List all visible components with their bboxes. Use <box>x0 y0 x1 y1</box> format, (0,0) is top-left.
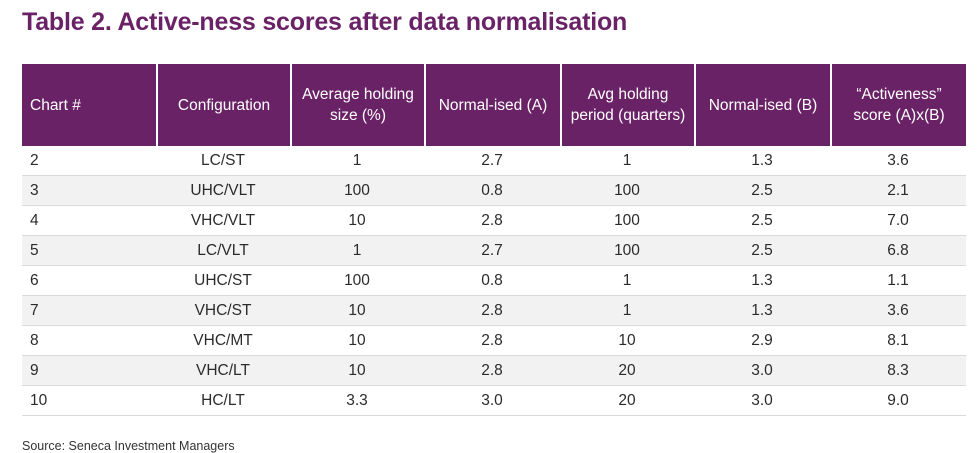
cell-normalised-a: 2.7 <box>424 236 560 266</box>
header-activeness-score: “Activeness” score (A)x(B) <box>830 64 966 146</box>
cell-activeness-score: 8.1 <box>830 326 966 356</box>
table-row: 4 VHC/VLT 10 2.8 100 2.5 7.0 <box>22 206 966 236</box>
cell-chart-number: 10 <box>22 386 156 416</box>
cell-avg-holding-period: 1 <box>560 266 694 296</box>
cell-avg-holding-size: 1 <box>290 146 424 176</box>
cell-avg-holding-period: 10 <box>560 326 694 356</box>
table-row: 9 VHC/LT 10 2.8 20 3.0 8.3 <box>22 356 966 386</box>
header-chart-number: Chart # <box>22 64 156 146</box>
source-note: Source: Seneca Investment Managers <box>22 439 235 453</box>
cell-normalised-b: 1.3 <box>694 296 830 326</box>
cell-normalised-a: 0.8 <box>424 266 560 296</box>
table-row: 6 UHC/ST 100 0.8 1 1.3 1.1 <box>22 266 966 296</box>
table-row: 3 UHC/VLT 100 0.8 100 2.5 2.1 <box>22 176 966 206</box>
cell-normalised-a: 2.7 <box>424 146 560 176</box>
cell-configuration: UHC/VLT <box>156 176 290 206</box>
cell-avg-holding-period: 20 <box>560 386 694 416</box>
cell-avg-holding-size: 10 <box>290 326 424 356</box>
cell-configuration: VHC/ST <box>156 296 290 326</box>
cell-normalised-b: 3.0 <box>694 386 830 416</box>
cell-avg-holding-period: 100 <box>560 176 694 206</box>
cell-normalised-b: 3.0 <box>694 356 830 386</box>
header-configuration: Configuration <box>156 64 290 146</box>
cell-avg-holding-size: 100 <box>290 266 424 296</box>
table-row: 5 LC/VLT 1 2.7 100 2.5 6.8 <box>22 236 966 266</box>
activeness-table: Chart # Configuration Average holding si… <box>22 64 966 416</box>
cell-activeness-score: 6.8 <box>830 236 966 266</box>
cell-avg-holding-period: 1 <box>560 146 694 176</box>
cell-activeness-score: 3.6 <box>830 146 966 176</box>
cell-normalised-b: 2.5 <box>694 176 830 206</box>
cell-chart-number: 5 <box>22 236 156 266</box>
header-row: Chart # Configuration Average holding si… <box>22 64 966 146</box>
cell-normalised-a: 2.8 <box>424 206 560 236</box>
cell-normalised-a: 2.8 <box>424 296 560 326</box>
cell-normalised-a: 2.8 <box>424 326 560 356</box>
cell-activeness-score: 7.0 <box>830 206 966 236</box>
cell-configuration: LC/VLT <box>156 236 290 266</box>
cell-configuration: HC/LT <box>156 386 290 416</box>
cell-configuration: VHC/MT <box>156 326 290 356</box>
cell-chart-number: 4 <box>22 206 156 236</box>
cell-avg-holding-size: 100 <box>290 176 424 206</box>
cell-avg-holding-size: 10 <box>290 356 424 386</box>
cell-avg-holding-size: 3.3 <box>290 386 424 416</box>
header-normalised-a: Normal-ised (A) <box>424 64 560 146</box>
cell-chart-number: 2 <box>22 146 156 176</box>
cell-chart-number: 9 <box>22 356 156 386</box>
cell-activeness-score: 1.1 <box>830 266 966 296</box>
cell-normalised-b: 1.3 <box>694 146 830 176</box>
cell-avg-holding-period: 1 <box>560 296 694 326</box>
cell-configuration: VHC/LT <box>156 356 290 386</box>
cell-normalised-a: 3.0 <box>424 386 560 416</box>
cell-avg-holding-period: 100 <box>560 236 694 266</box>
cell-avg-holding-size: 10 <box>290 296 424 326</box>
header-avg-holding-size: Average holding size (%) <box>290 64 424 146</box>
cell-activeness-score: 9.0 <box>830 386 966 416</box>
cell-chart-number: 6 <box>22 266 156 296</box>
cell-activeness-score: 3.6 <box>830 296 966 326</box>
cell-avg-holding-period: 20 <box>560 356 694 386</box>
table-title: Table 2. Active-ness scores after data n… <box>22 8 628 36</box>
cell-activeness-score: 2.1 <box>830 176 966 206</box>
cell-configuration: UHC/ST <box>156 266 290 296</box>
cell-normalised-b: 2.5 <box>694 206 830 236</box>
table-row: 8 VHC/MT 10 2.8 10 2.9 8.1 <box>22 326 966 356</box>
table-row: 2 LC/ST 1 2.7 1 1.3 3.6 <box>22 146 966 176</box>
table-row: 7 VHC/ST 10 2.8 1 1.3 3.6 <box>22 296 966 326</box>
cell-avg-holding-size: 10 <box>290 206 424 236</box>
cell-avg-holding-period: 100 <box>560 206 694 236</box>
cell-chart-number: 8 <box>22 326 156 356</box>
cell-activeness-score: 8.3 <box>830 356 966 386</box>
header-avg-holding-period: Avg holding period (quarters) <box>560 64 694 146</box>
header-normalised-b: Normal-ised (B) <box>694 64 830 146</box>
cell-normalised-b: 2.9 <box>694 326 830 356</box>
cell-avg-holding-size: 1 <box>290 236 424 266</box>
cell-normalised-a: 0.8 <box>424 176 560 206</box>
cell-normalised-b: 2.5 <box>694 236 830 266</box>
cell-normalised-a: 2.8 <box>424 356 560 386</box>
cell-configuration: VHC/VLT <box>156 206 290 236</box>
table-row: 10 HC/LT 3.3 3.0 20 3.0 9.0 <box>22 386 966 416</box>
cell-normalised-b: 1.3 <box>694 266 830 296</box>
cell-chart-number: 7 <box>22 296 156 326</box>
cell-configuration: LC/ST <box>156 146 290 176</box>
cell-chart-number: 3 <box>22 176 156 206</box>
